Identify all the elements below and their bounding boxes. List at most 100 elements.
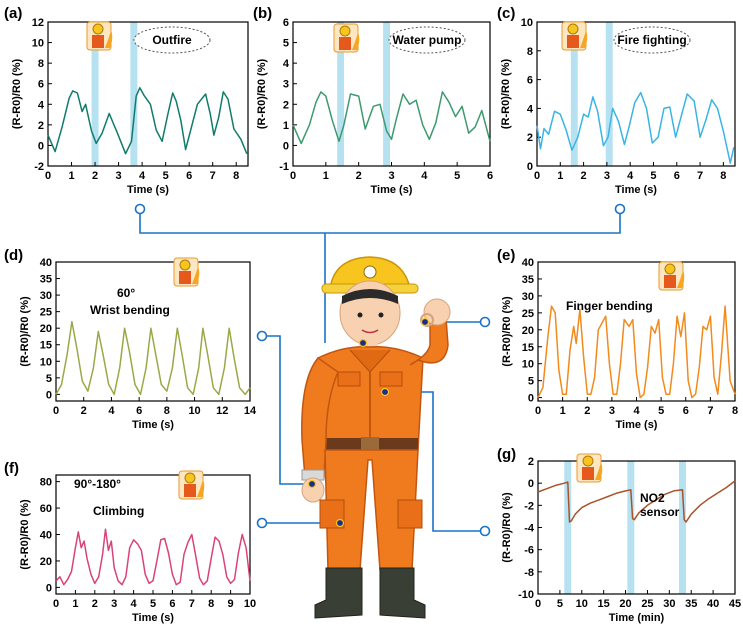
y-tick-label: 2 [38,120,44,132]
panel-label: (b) [253,5,272,22]
y-axis-label: (R-R0)/R0 (%) [500,59,512,130]
x-tick-label: 20 [619,598,631,610]
x-tick-label: 10 [244,598,256,610]
speech-bubble [613,26,691,54]
y-tick-label: 0 [46,582,52,594]
speech-bubble [388,26,466,54]
highlight-band [337,22,345,166]
y-tick-label: 12 [32,17,44,29]
y-axis-label: (R-R0)/R0 (%) [501,296,513,367]
x-tick-label: 3 [609,405,615,417]
series-line [537,305,736,399]
x-tick-label: 4 [139,170,146,182]
x-tick-label: 4 [627,170,634,182]
x-tick-label: 12 [216,405,228,417]
y-tick-label: 35 [40,274,52,286]
x-tick-label: 6 [683,405,689,417]
x-tick-label: 6 [186,170,192,182]
series-line [292,91,491,145]
x-tick-label: 1 [560,405,566,417]
x-tick-label: 3 [604,170,610,182]
x-axis-label: Time (s) [132,419,174,431]
series-line [536,91,735,164]
y-tick-label: 4 [38,99,45,111]
annotation-label: Outfire [152,33,192,47]
y-tick-label: -2 [524,500,534,512]
x-axis-label: Time (min) [609,612,665,624]
firefighter-pictogram-icon [561,21,588,51]
chart-panel-e: (e) 0 1 2 3 4 5 6 7 8 0 5 10 15 20 25 30 35 40 Time (s) (R-R… [497,247,738,431]
x-tick-label: 5 [658,405,664,417]
x-tick-label: 8 [233,170,239,182]
highlight-band [130,22,138,166]
firefighter-pictogram-icon [86,21,113,51]
x-tick-label: 3 [388,170,394,182]
x-tick-label: 1 [72,598,78,610]
highlight-band [678,461,686,594]
y-tick-label: 0 [38,140,44,152]
angle-label: 60° [117,286,135,300]
y-tick-label: 2 [528,456,534,468]
x-tick-label: 6 [487,170,493,182]
x-tick-label: 0 [45,170,51,182]
y-axis-label: (R-R0)/R0 (%) [501,492,513,563]
highlight-band [383,22,391,166]
x-tick-label: 0 [290,170,296,182]
annotation-label: Climbing [93,504,144,518]
highlight-band [605,22,613,166]
x-tick-label: 1 [68,170,74,182]
plot-frame [55,261,251,402]
y-axis-label: (R-R0)/R0 (%) [256,59,268,130]
y-tick-label: 25 [522,308,534,320]
x-tick-label: 2 [581,170,587,182]
x-tick-label: 2 [356,170,362,182]
x-tick-label: 6 [169,598,175,610]
y-tick-label: 60 [40,503,52,515]
x-tick-label: 4 [108,405,115,417]
panel-label: (e) [497,247,515,264]
y-tick-label: 5 [528,376,534,388]
x-tick-label: 5 [454,170,460,182]
panel-label: (f) [4,460,19,477]
x-tick-label: 3 [116,170,122,182]
y-tick-label: 4 [283,58,290,70]
series-line [55,528,251,586]
y-tick-label: 3 [283,79,289,91]
y-tick-label: 40 [40,257,52,269]
x-tick-label: 0 [53,405,59,417]
x-tick-label: 0 [53,598,59,610]
firefighter-pictogram-icon [173,257,200,287]
chart-panel-c: (c) 0 1 2 3 4 5 6 7 8 0 2 4 6 8 10 Time (s) (R-R0)/R0 (%)… [497,5,736,196]
x-tick-label: 8 [720,170,726,182]
panel-label: (g) [497,446,516,463]
y-tick-label: 6 [38,79,44,91]
x-tick-label: 4 [131,598,138,610]
y-tick-label: 30 [522,291,534,303]
x-tick-label: 25 [641,598,653,610]
y-axis-label: (R-R0)/R0 (%) [19,296,31,367]
x-tick-label: 5 [163,170,169,182]
x-tick-label: 1 [323,170,329,182]
y-tick-label: 0 [46,389,52,401]
highlight-band [627,461,635,594]
x-tick-label: 8 [164,405,170,417]
series-line [537,480,736,523]
x-tick-label: 6 [674,170,680,182]
x-tick-label: 4 [421,170,428,182]
y-tick-label: -10 [518,589,534,601]
highlight-band [570,22,578,166]
y-tick-label: 15 [40,340,52,352]
y-tick-label: 5 [46,373,52,385]
y-tick-label: 8 [527,46,533,58]
y-tick-label: 1 [283,120,289,132]
panel-label: (c) [497,5,515,22]
plot-frame [536,21,736,167]
annotation-label: NO2 [640,491,665,505]
x-tick-label: 7 [210,170,216,182]
x-tick-label: 8 [732,405,738,417]
chart-panel-f: (f) 0 1 2 3 4 5 6 7 8 9 10 0 20 40 60 80 Time (s) (R-R0)/R… [4,460,256,624]
x-tick-label: 10 [188,405,200,417]
x-tick-label: 10 [576,598,588,610]
x-tick-label: 2 [81,405,87,417]
y-tick-label: -8 [524,567,534,579]
